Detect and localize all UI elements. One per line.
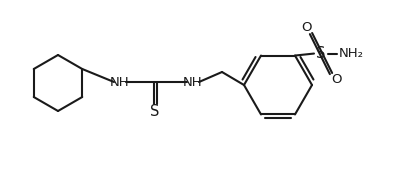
Text: S: S <box>316 46 326 61</box>
Text: O: O <box>331 73 341 86</box>
Text: O: O <box>301 21 311 34</box>
Text: NH: NH <box>183 76 203 89</box>
Text: NH: NH <box>110 76 130 89</box>
Text: NH₂: NH₂ <box>339 47 364 60</box>
Text: S: S <box>150 104 160 118</box>
